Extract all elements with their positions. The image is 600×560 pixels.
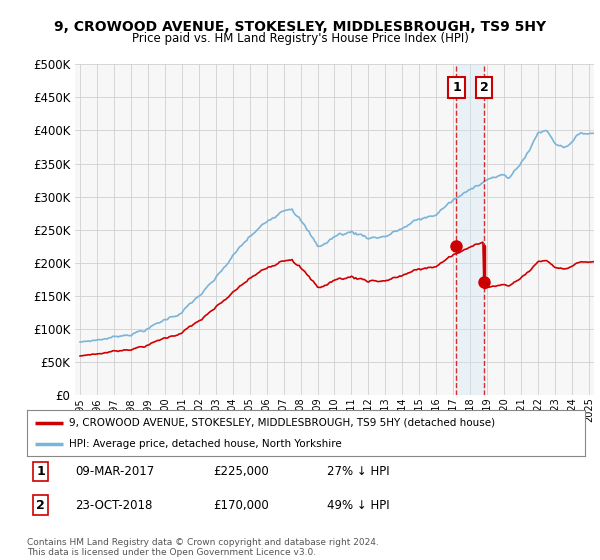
Text: 23-OCT-2018: 23-OCT-2018 [75,498,152,512]
Text: 27% ↓ HPI: 27% ↓ HPI [327,465,389,478]
Text: 09-MAR-2017: 09-MAR-2017 [75,465,154,478]
Text: 49% ↓ HPI: 49% ↓ HPI [327,498,389,512]
Text: Price paid vs. HM Land Registry's House Price Index (HPI): Price paid vs. HM Land Registry's House … [131,32,469,45]
Text: 9, CROWOOD AVENUE, STOKESLEY, MIDDLESBROUGH, TS9 5HY (detached house): 9, CROWOOD AVENUE, STOKESLEY, MIDDLESBRO… [69,418,495,428]
Text: £225,000: £225,000 [213,465,269,478]
Text: HPI: Average price, detached house, North Yorkshire: HPI: Average price, detached house, Nort… [69,439,341,449]
Text: £170,000: £170,000 [213,498,269,512]
Text: 1: 1 [452,81,461,94]
Text: 1: 1 [37,465,45,478]
Text: Contains HM Land Registry data © Crown copyright and database right 2024.
This d: Contains HM Land Registry data © Crown c… [27,538,379,557]
Bar [457,64,484,395]
Text: 2: 2 [479,81,488,94]
Text: 9, CROWOOD AVENUE, STOKESLEY, MIDDLESBROUGH, TS9 5HY: 9, CROWOOD AVENUE, STOKESLEY, MIDDLESBRO… [54,20,546,34]
Text: 2: 2 [37,498,45,512]
